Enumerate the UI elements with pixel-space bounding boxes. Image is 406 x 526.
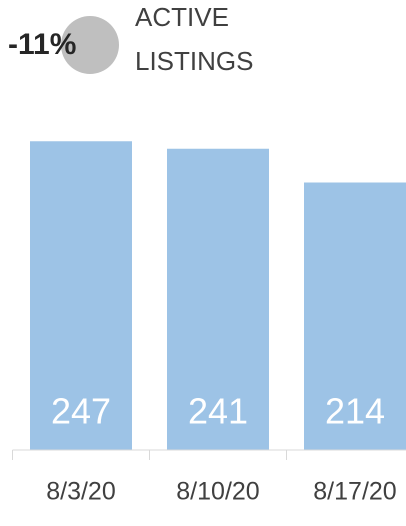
- title-line: ACTIVE: [135, 2, 229, 32]
- badge-circle: [61, 16, 119, 74]
- bar: [304, 182, 406, 450]
- bar: [30, 141, 132, 450]
- x-tick-label: 8/3/20: [46, 478, 116, 506]
- value-label: 247: [51, 391, 111, 432]
- value-label: 214: [325, 391, 385, 432]
- title-line: LISTINGS: [135, 46, 253, 76]
- bar: [167, 148, 269, 450]
- x-tick-label: 8/10/20: [176, 478, 259, 506]
- change-label: -11%: [8, 28, 76, 61]
- x-tick-label: 8/17/20: [313, 478, 396, 506]
- value-label: 241: [188, 391, 248, 432]
